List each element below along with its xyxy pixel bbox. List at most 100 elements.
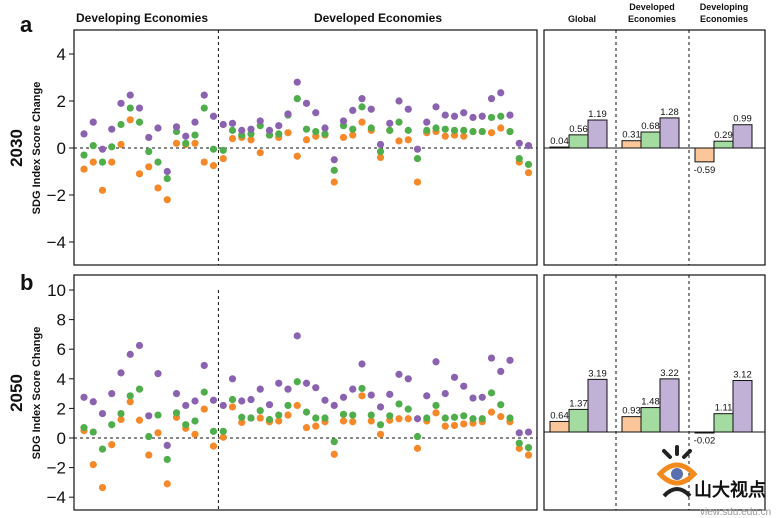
data-point-green [98,158,107,166]
data-point-orange [135,416,144,424]
data-point-orange [404,415,412,423]
data-point-purple [98,145,107,153]
data-point-purple [386,119,394,127]
data-point-green [506,414,514,422]
group-label-developed: Developed Economies [314,11,442,25]
data-point-purple [89,118,97,126]
data-point-green [515,154,523,163]
data-point-purple [200,91,208,99]
bar-value-label: 1.48 [641,397,660,408]
data-point-orange [460,420,468,428]
data-point-purple [330,401,338,410]
data-point-green [302,408,311,416]
bar-purple [659,117,680,149]
data-point-purple [135,104,144,112]
data-point-purple [163,167,171,176]
data-point-orange [284,411,292,419]
data-point-green [275,130,283,138]
y-tick-label: 0 [57,429,66,448]
bar-green [568,408,589,433]
data-point-purple [349,385,357,393]
scatter-panel-b: 10 8 6 4 2 0 −2 −4 [47,274,538,511]
data-point-green [497,112,505,120]
data-point-orange [524,169,533,177]
data-point-orange [89,158,97,166]
data-point-purple [497,89,505,97]
data-point-orange [284,129,292,137]
data-point-purple [469,113,477,122]
data-point-orange [209,162,218,170]
data-point-orange [145,163,153,171]
data-point-orange [108,441,116,449]
data-point-purple [524,428,533,436]
data-point-orange [80,165,88,173]
data-point-green [163,174,171,183]
data-point-green [469,127,477,136]
data-point-green [172,409,181,417]
data-point-purple [219,120,227,129]
data-point-green [524,444,533,452]
data-point-green [219,427,227,435]
data-point-green [349,125,357,133]
data-point-purple [312,109,320,117]
data-point-purple [404,375,412,383]
data-point-orange [209,442,218,450]
data-point-purple [302,99,311,107]
data-point-purple [108,125,116,133]
bar-value-label: 0.68 [641,121,660,132]
bar-value-label: 3.22 [660,368,679,379]
data-point-green [126,104,134,112]
data-point-green [209,427,218,435]
data-point-purple [163,441,171,449]
data-point-purple [284,385,292,393]
data-point-green [154,411,162,419]
data-point-orange [339,417,348,425]
data-point-green [376,421,385,429]
data-point-purple [321,396,329,404]
data-point-green [256,407,264,415]
watermark-url: view.sdu.edu.cn [700,507,771,518]
data-point-purple [413,145,422,153]
data-point-purple [219,401,227,410]
data-point-purple [228,119,237,127]
data-point-green [163,455,171,464]
bar-panel-a: 0.040.561.19 0.310.681.28 -0.59 0.290.99 [543,29,766,266]
data-point-green [321,414,329,422]
data-point-orange [191,430,199,438]
data-point-green [238,413,246,421]
data-point-green [228,126,237,134]
data-point-green [478,127,486,136]
y-tick-label: 4 [57,45,66,64]
data-point-purple [460,382,468,390]
data-point-orange [293,152,301,160]
data-point-purple [423,392,431,400]
data-point-green [404,126,412,134]
data-point-purple [312,384,320,392]
bar-value-label: 3.19 [588,368,607,379]
data-point-green [404,405,412,413]
data-point-green [200,104,208,112]
data-point-green [219,146,227,154]
data-point-purple [432,103,440,111]
bar-orange [621,416,642,433]
bar-orange [621,140,642,149]
row-label-2030: 2030 [7,129,26,167]
data-point-purple [358,95,366,103]
data-point-purple [238,126,246,134]
data-point-purple [284,110,292,118]
data-point-orange [395,137,403,145]
data-point-purple [256,385,264,393]
data-point-green [293,95,301,103]
scatter-panel-a: 4 2 0 −2 −4 [47,29,538,266]
data-point-orange [349,131,357,139]
data-point-orange [339,133,348,142]
bar-value-label: 0.31 [622,130,641,141]
data-point-purple [98,409,107,418]
bar-value-label: 0.56 [569,124,588,135]
data-point-orange [441,422,449,430]
data-point-green [108,421,116,429]
data-point-green [321,130,329,138]
data-point-purple [302,379,311,387]
bar-green [568,134,589,149]
data-point-orange [219,154,227,163]
